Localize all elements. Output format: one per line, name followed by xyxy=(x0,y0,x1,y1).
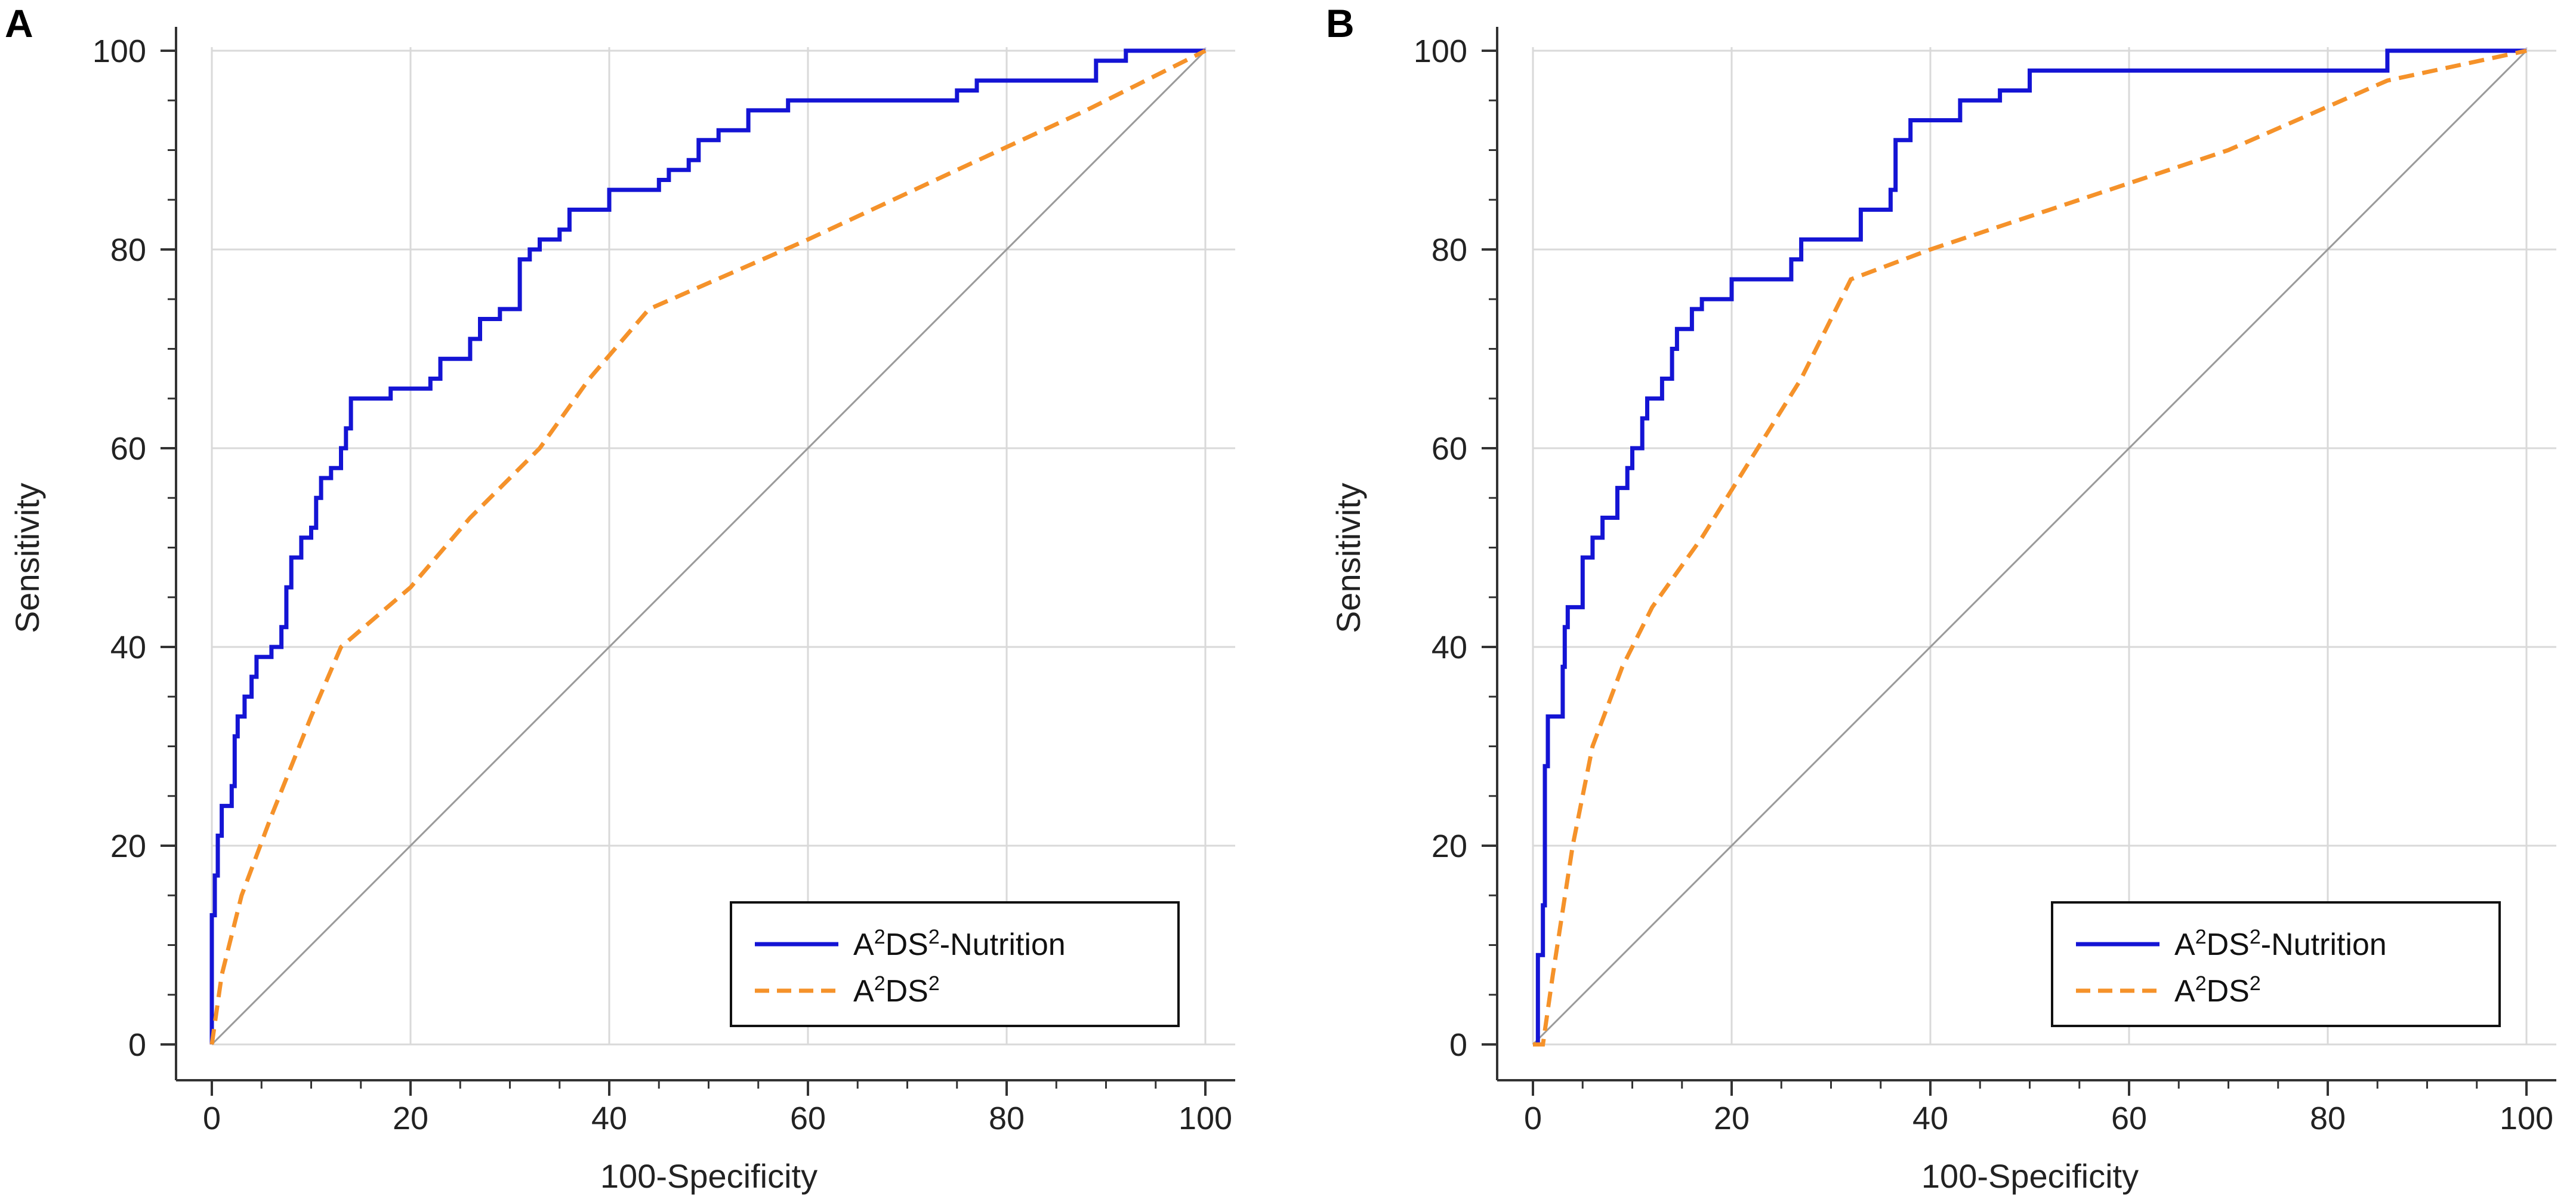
x-tick-label-a: 60 xyxy=(790,1101,826,1136)
x-tick-label-b: 0 xyxy=(1524,1101,1542,1136)
reference-layer-a xyxy=(211,50,1207,1046)
tick-labels-a: 0 20 40 60 80 100 0 20 40 60 80 100 xyxy=(92,33,1232,1136)
axes-b xyxy=(1482,27,2556,1096)
x-tick-label-a: 100 xyxy=(1179,1101,1232,1136)
reference-diagonal-b xyxy=(1532,50,2528,1046)
legend-label-nutrition: A2DS2-Nutrition xyxy=(853,926,1066,962)
series-a2ds2-a xyxy=(209,48,1207,1045)
series-a2ds2-b xyxy=(1533,48,2527,1047)
series-a2ds2-nutrition-b xyxy=(1533,48,2526,1047)
y-tick-label-b: 80 xyxy=(1432,232,1467,268)
y-tick-label-a: 80 xyxy=(110,232,146,268)
y-axis-title-a: Sensitivity xyxy=(8,483,46,633)
legend-label-a2ds2: A2DS2 xyxy=(2174,972,2261,1009)
tick-labels-b: 0 20 40 60 80 100 0 20 40 60 80 100 xyxy=(1414,33,2553,1136)
legend-a: A2DS2-Nutrition A2DS2 xyxy=(730,901,1180,1027)
y-tick-label-a: 40 xyxy=(110,630,146,665)
panel-letter-a: A xyxy=(5,1,33,45)
y-tick-label-b: 100 xyxy=(1414,33,1467,69)
legend-label-nutrition: A2DS2-Nutrition xyxy=(2174,926,2387,962)
panel-a: A 0 20 40 60 80 100 0 20 40 60 80 100 100-Specifici… xyxy=(5,1,1235,1195)
grid-a xyxy=(211,47,1235,1046)
x-tick-label-b: 20 xyxy=(1714,1101,1750,1136)
legend-b: A2DS2-Nutrition A2DS2 xyxy=(2051,901,2501,1027)
y-tick-label-b: 40 xyxy=(1432,630,1467,665)
y-tick-label-b: 60 xyxy=(1432,431,1467,467)
reference-diagonal-a xyxy=(211,50,1207,1046)
axes-a xyxy=(161,27,1235,1096)
y-tick-label-b: 0 xyxy=(1449,1027,1467,1063)
legend-label-a2ds2: A2DS2 xyxy=(853,972,940,1009)
series-layer-b xyxy=(1533,48,2527,1047)
x-tick-label-a: 40 xyxy=(591,1101,627,1136)
series-layer-a xyxy=(209,48,1207,1045)
x-axis-title-a: 100-Specificity xyxy=(600,1157,817,1195)
x-axis-title-b: 100-Specificity xyxy=(1921,1157,2139,1195)
x-tick-label-b: 100 xyxy=(2500,1101,2553,1136)
x-tick-label-a: 20 xyxy=(393,1101,428,1136)
panel-letter-b: B xyxy=(1326,1,1355,45)
x-tick-label-a: 0 xyxy=(203,1101,221,1136)
y-tick-label-b: 20 xyxy=(1432,828,1467,864)
y-axis-title-b: Sensitivity xyxy=(1329,483,1367,633)
grid-b xyxy=(1532,47,2556,1046)
y-tick-label-a: 20 xyxy=(110,828,146,864)
y-tick-label-a: 60 xyxy=(110,431,146,467)
x-tick-label-b: 40 xyxy=(1912,1101,1948,1136)
x-tick-label-b: 60 xyxy=(2111,1101,2147,1136)
panel-b: B 0 20 40 60 80 100 0 20 40 60 80 100 100-Specifici… xyxy=(1326,1,2556,1195)
y-tick-label-a: 100 xyxy=(92,33,146,69)
series-a2ds2-nutrition-a xyxy=(209,48,1205,1044)
x-tick-label-b: 80 xyxy=(2310,1101,2346,1136)
x-tick-label-a: 80 xyxy=(989,1101,1025,1136)
legend-box-b xyxy=(2051,901,2501,1027)
reference-layer-b xyxy=(1532,50,2528,1046)
y-tick-label-a: 0 xyxy=(128,1027,146,1063)
legend-box-a xyxy=(730,901,1180,1027)
